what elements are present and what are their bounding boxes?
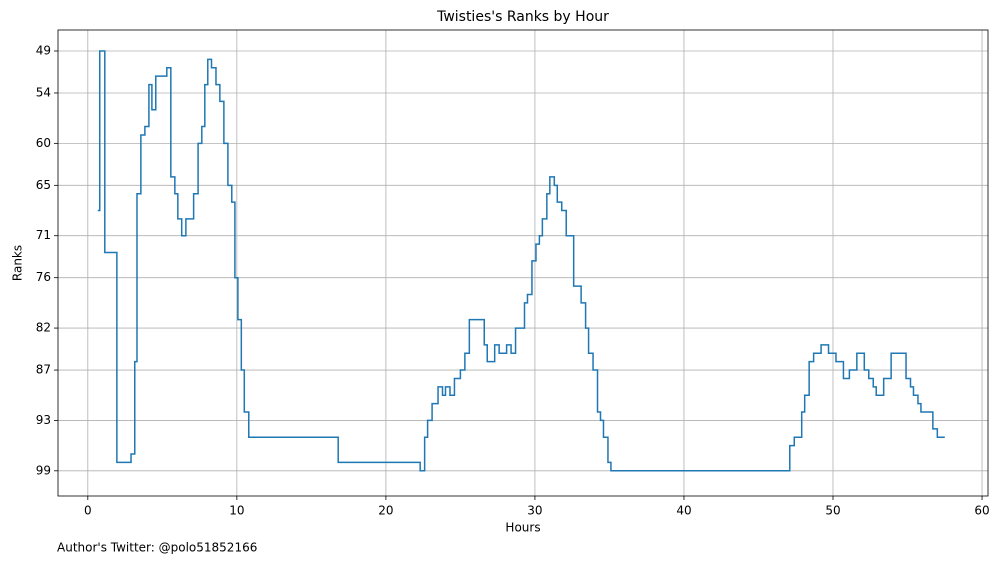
y-axis-label: Ranks (11, 245, 25, 281)
y-tick-label: 99 (36, 463, 51, 477)
x-tick-label: 20 (378, 504, 393, 518)
y-tick-label: 71 (36, 228, 51, 242)
rank-line (97, 50, 945, 472)
y-tick-label: 76 (36, 270, 51, 284)
y-tick-label: 87 (36, 363, 51, 377)
y-tick-label: 60 (36, 136, 51, 150)
y-tick-label: 49 (36, 43, 51, 57)
x-tick-label: 10 (229, 504, 244, 518)
footnote: Author's Twitter: @polo51852166 (57, 541, 257, 555)
x-tick-label: 30 (527, 504, 542, 518)
plot-frame (57, 29, 989, 497)
x-axis-label: Hours (505, 521, 540, 535)
y-tick-label: 65 (36, 178, 51, 192)
y-tick-label: 93 (36, 413, 51, 427)
y-tick-label: 54 (36, 85, 51, 99)
x-tick-label: 40 (676, 504, 691, 518)
chart-title: Twisties's Ranks by Hour (436, 9, 609, 25)
x-tick-label: 50 (825, 504, 840, 518)
y-tick-label: 82 (36, 321, 51, 335)
x-tick-label: 60 (974, 504, 989, 518)
x-tick-label: 0 (84, 504, 92, 518)
